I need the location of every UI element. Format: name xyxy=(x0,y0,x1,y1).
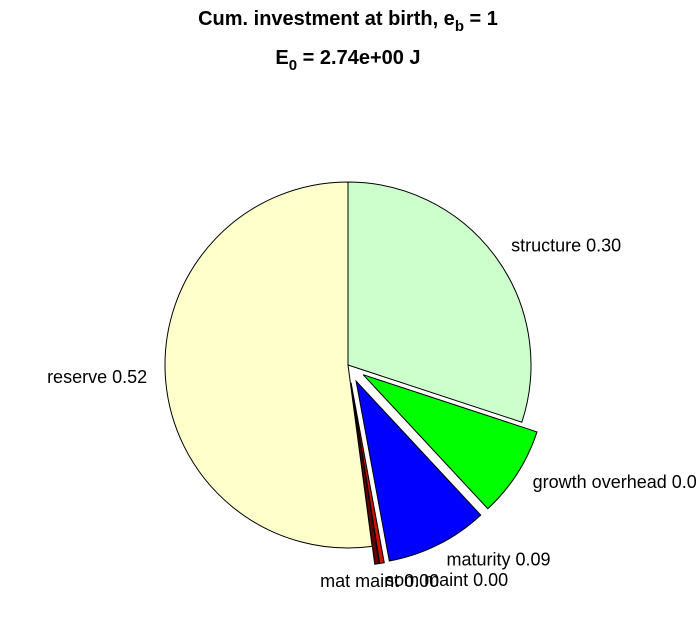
slice-label: growth overhead 0.08 xyxy=(533,472,696,492)
title-sub: b xyxy=(455,18,464,35)
pie-slice xyxy=(350,382,380,565)
slice-label: som maint 0.00 xyxy=(385,570,508,590)
pie-slice xyxy=(355,379,482,562)
pie-slice xyxy=(362,374,538,510)
slice-label: structure 0.30 xyxy=(511,236,621,256)
slice-label: reserve 0.52 xyxy=(47,367,147,387)
pie-slice xyxy=(164,181,373,549)
title-main: Cum. investment at birth, e xyxy=(198,8,455,30)
chart-title: Cum. investment at birth, eb = 1 xyxy=(198,8,498,35)
slice-label: maturity 0.09 xyxy=(447,550,551,570)
title-rest: = 1 xyxy=(464,8,498,30)
subtitle-sub: 0 xyxy=(289,57,297,74)
slice-label: mat maint 0.00 xyxy=(320,571,439,591)
subtitle-main: E xyxy=(275,47,288,69)
subtitle-rest: = 2.74e+00 J xyxy=(297,47,420,69)
pie-slice xyxy=(347,181,532,423)
chart-subtitle: E0 = 2.74e+00 J xyxy=(275,47,420,74)
